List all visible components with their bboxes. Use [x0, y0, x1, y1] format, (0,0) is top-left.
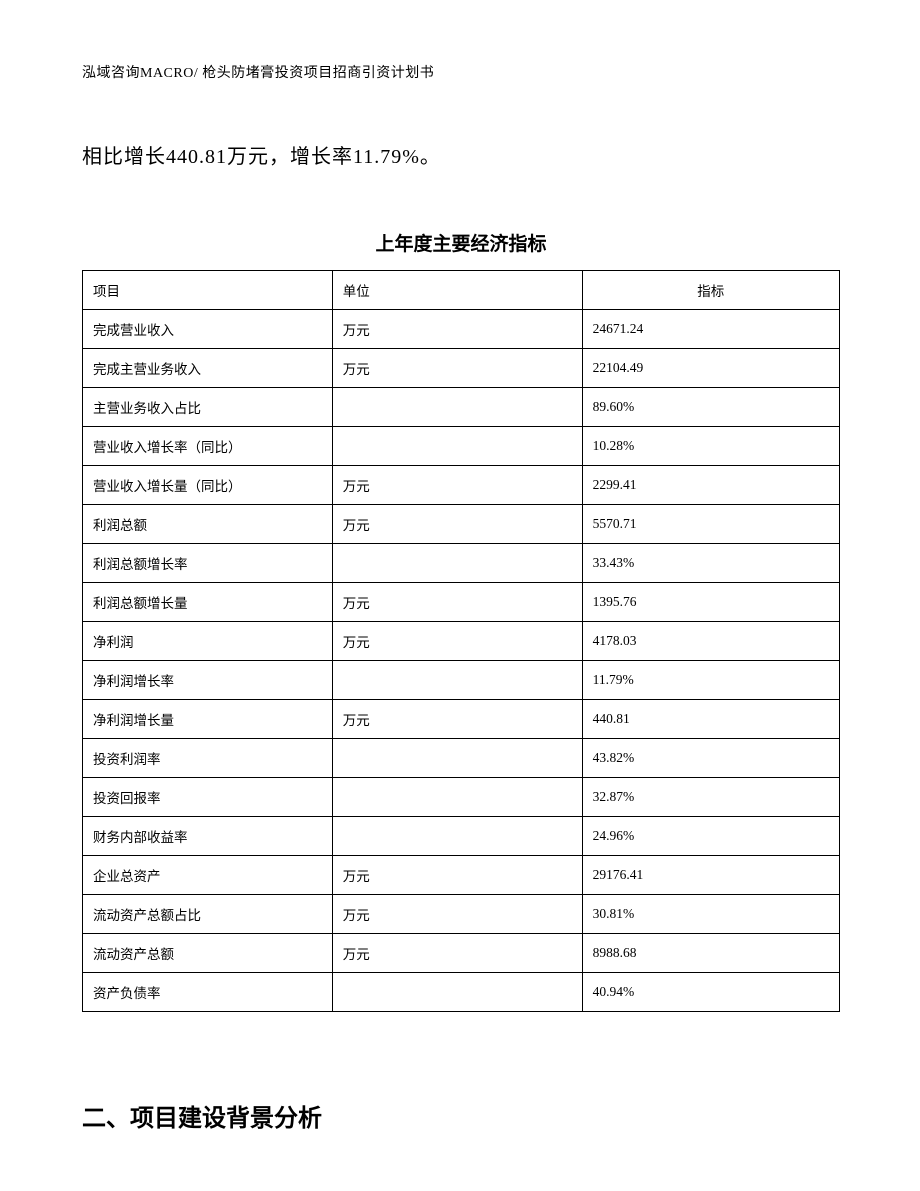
table-row: 流动资产总额万元8988.68 [83, 934, 840, 973]
table-row: 主营业务收入占比 89.60% [83, 388, 840, 427]
cell-value: 40.94% [582, 973, 839, 1012]
cell-value: 5570.71 [582, 505, 839, 544]
cell-value: 2299.41 [582, 466, 839, 505]
cell-unit: 万元 [332, 895, 582, 934]
cell-value: 29176.41 [582, 856, 839, 895]
cell-value: 30.81% [582, 895, 839, 934]
cell-unit [332, 661, 582, 700]
cell-unit: 万元 [332, 466, 582, 505]
table-row: 营业收入增长率（同比） 10.28% [83, 427, 840, 466]
table-title: 上年度主要经济指标 [82, 229, 840, 256]
cell-unit: 万元 [332, 349, 582, 388]
cell-value: 24.96% [582, 817, 839, 856]
cell-item: 资产负债率 [83, 973, 333, 1012]
cell-unit: 万元 [332, 856, 582, 895]
cell-item: 流动资产总额占比 [83, 895, 333, 934]
cell-unit [332, 739, 582, 778]
table-row: 资产负债率 40.94% [83, 973, 840, 1012]
cell-value: 33.43% [582, 544, 839, 583]
table-row: 完成营业收入万元24671.24 [83, 310, 840, 349]
section-heading: 二、项目建设背景分析 [82, 1098, 840, 1133]
cell-unit [332, 388, 582, 427]
cell-value: 24671.24 [582, 310, 839, 349]
cell-value: 89.60% [582, 388, 839, 427]
cell-unit: 万元 [332, 700, 582, 739]
document-header: 泓域咨询MACRO/ 枪头防堵膏投资项目招商引资计划书 [82, 62, 840, 82]
col-header-value: 指标 [582, 271, 839, 310]
table-row: 利润总额增长率 33.43% [83, 544, 840, 583]
cell-unit: 万元 [332, 310, 582, 349]
table-row: 净利润增长率 11.79% [83, 661, 840, 700]
cell-unit [332, 778, 582, 817]
cell-value: 1395.76 [582, 583, 839, 622]
cell-item: 营业收入增长量（同比） [83, 466, 333, 505]
table-header-row: 项目 单位 指标 [83, 271, 840, 310]
col-header-item: 项目 [83, 271, 333, 310]
cell-unit: 万元 [332, 583, 582, 622]
table-row: 营业收入增长量（同比）万元2299.41 [83, 466, 840, 505]
cell-item: 营业收入增长率（同比） [83, 427, 333, 466]
cell-item: 完成营业收入 [83, 310, 333, 349]
cell-item: 利润总额增长率 [83, 544, 333, 583]
cell-item: 企业总资产 [83, 856, 333, 895]
table-row: 企业总资产万元29176.41 [83, 856, 840, 895]
cell-item: 利润总额增长量 [83, 583, 333, 622]
cell-value: 10.28% [582, 427, 839, 466]
cell-value: 32.87% [582, 778, 839, 817]
table-row: 投资回报率 32.87% [83, 778, 840, 817]
cell-item: 净利润增长量 [83, 700, 333, 739]
cell-unit [332, 427, 582, 466]
cell-value: 440.81 [582, 700, 839, 739]
cell-item: 净利润 [83, 622, 333, 661]
cell-item: 流动资产总额 [83, 934, 333, 973]
cell-unit: 万元 [332, 505, 582, 544]
cell-item: 主营业务收入占比 [83, 388, 333, 427]
cell-value: 43.82% [582, 739, 839, 778]
table-row: 财务内部收益率 24.96% [83, 817, 840, 856]
col-header-unit: 单位 [332, 271, 582, 310]
cell-value: 8988.68 [582, 934, 839, 973]
table-row: 利润总额万元5570.71 [83, 505, 840, 544]
table-row: 完成主营业务收入万元22104.49 [83, 349, 840, 388]
cell-value: 22104.49 [582, 349, 839, 388]
cell-value: 11.79% [582, 661, 839, 700]
table-row: 投资利润率 43.82% [83, 739, 840, 778]
table-row: 利润总额增长量万元1395.76 [83, 583, 840, 622]
cell-item: 净利润增长率 [83, 661, 333, 700]
cell-value: 4178.03 [582, 622, 839, 661]
cell-item: 利润总额 [83, 505, 333, 544]
cell-unit: 万元 [332, 934, 582, 973]
cell-item: 完成主营业务收入 [83, 349, 333, 388]
table-row: 流动资产总额占比万元30.81% [83, 895, 840, 934]
cell-unit [332, 817, 582, 856]
cell-item: 投资利润率 [83, 739, 333, 778]
cell-item: 投资回报率 [83, 778, 333, 817]
economic-indicators-table: 项目 单位 指标 完成营业收入万元24671.24完成主营业务收入万元22104… [82, 270, 840, 1012]
cell-unit: 万元 [332, 622, 582, 661]
cell-item: 财务内部收益率 [83, 817, 333, 856]
body-paragraph: 相比增长440.81万元，增长率11.79%。 [82, 140, 840, 169]
cell-unit [332, 973, 582, 1012]
cell-unit [332, 544, 582, 583]
table-row: 净利润万元4178.03 [83, 622, 840, 661]
table-row: 净利润增长量万元440.81 [83, 700, 840, 739]
